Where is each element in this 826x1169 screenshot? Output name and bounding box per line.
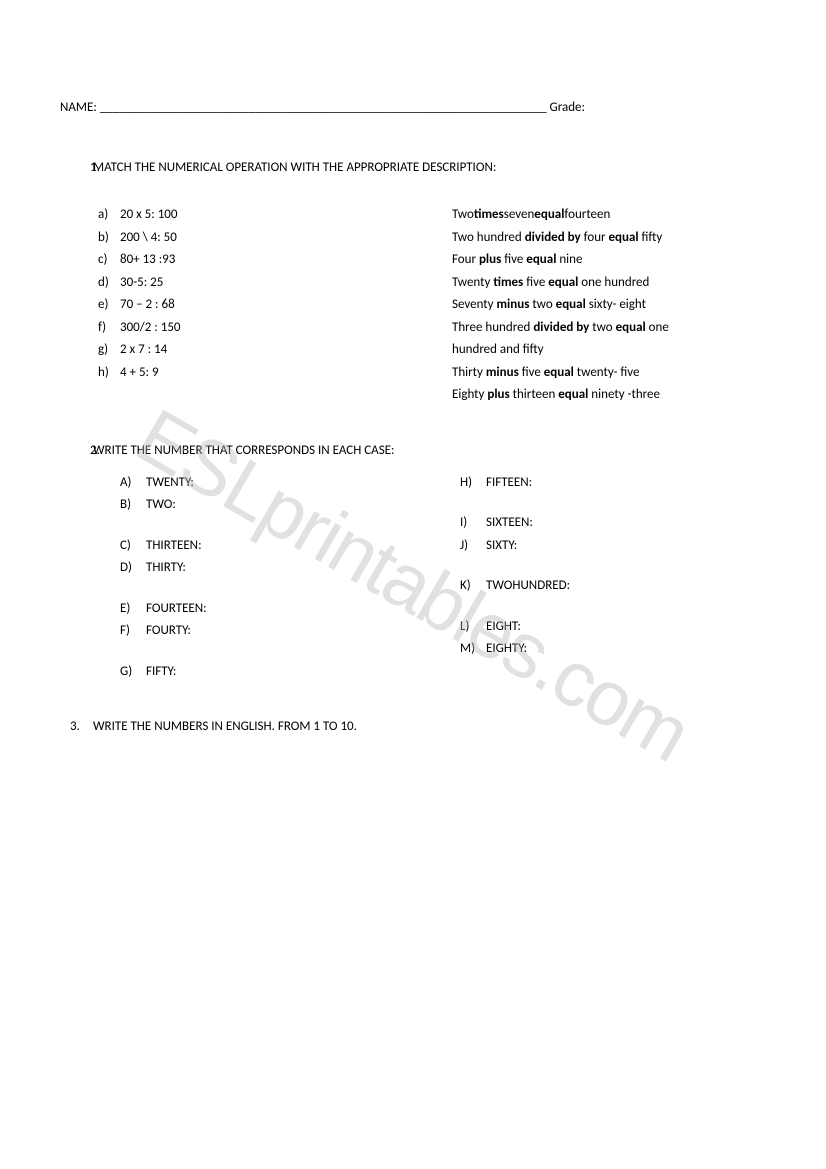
q1-desc-1: Twotimessevenequalfourteen: [452, 205, 766, 225]
q2-right-col: H)FIFTEEN: I)SIXTEEN: J)SIXTY: K)TWOHUND…: [400, 473, 766, 685]
q1-desc-5: Seventy minus two equal sixty- eight: [452, 295, 766, 315]
q2-left-col: A)TWENTY: B)TWO: C)THIRTEEN: D)THIRTY: E…: [60, 473, 400, 685]
q2-number: 2.: [60, 443, 90, 458]
q1-desc-2: Two hundred divided by four equal fifty: [452, 228, 766, 248]
q2-item-b: B)TWO:: [120, 495, 400, 515]
q2-item-m: M)EIGHTY:: [460, 639, 766, 659]
q2-item-g: G)FIFTY:: [120, 662, 400, 682]
q1-item-d: d)30-5: 25: [98, 273, 412, 293]
q2-item-d: D)THIRTY:: [120, 558, 400, 578]
q1-right-col: Twotimessevenequalfourteen Two hundred d…: [452, 205, 766, 408]
q2-title: WRITE THE NUMBER THAT CORRESPONDS IN EAC…: [93, 443, 395, 458]
q1-item-c: c)80+ 13 :93: [98, 250, 412, 270]
q1-desc-4: Twenty times five equal one hundred: [452, 273, 766, 293]
q2-item-a: A)TWENTY:: [120, 473, 400, 493]
q1-desc-3: Four plus five equal nine: [452, 250, 766, 270]
question-2: 2. WRITE THE NUMBER THAT CORRESPONDS IN …: [60, 443, 766, 685]
q2-item-c: C)THIRTEEN:: [120, 536, 400, 556]
q1-number: 1.: [60, 160, 90, 175]
q1-desc-8: Eighty plus thirteen equal ninety -three: [452, 385, 766, 405]
q2-item-j: J)SIXTY:: [460, 536, 766, 556]
q1-item-a: a)20 x 5: 100: [98, 205, 412, 225]
q1-item-b: b)200 \ 4: 50: [98, 228, 412, 248]
q2-item-e: E)FOURTEEN:: [120, 599, 400, 619]
q1-desc-6b: hundred and fifty: [452, 340, 766, 360]
q1-desc-6: Three hundred divided by two equal one: [452, 318, 766, 338]
name-underline: ________________________________________…: [100, 100, 547, 115]
q1-title: MATCH THE NUMERICAL OPERATION WITH THE A…: [93, 160, 496, 175]
q1-desc-7: Thirty minus five equal twenty- five: [452, 363, 766, 383]
q1-left-col: a)20 x 5: 100 b)200 \ 4: 50 c)80+ 13 :93…: [98, 205, 412, 408]
q2-item-f: F)FOURTY:: [120, 621, 400, 641]
q2-item-h: H)FIFTEEN:: [460, 473, 766, 493]
q2-item-l: L)EIGHT:: [460, 617, 766, 637]
grade-label: Grade:: [550, 100, 585, 115]
q2-item-i: I)SIXTEEN:: [460, 513, 766, 533]
header-line: NAME: __________________________________…: [60, 100, 766, 115]
q1-item-f: f)300/2 : 150: [98, 318, 412, 338]
q3-title: WRITE THE NUMBERS IN ENGLISH. FROM 1 TO …: [93, 719, 357, 734]
q2-item-k: K)TWOHUNDRED:: [460, 576, 766, 596]
q1-item-g: g)2 x 7 : 14: [98, 340, 412, 360]
q1-item-e: e)70 – 2 : 68: [98, 295, 412, 315]
name-label: NAME:: [60, 100, 97, 115]
question-1: 1. MATCH THE NUMERICAL OPERATION WITH TH…: [60, 160, 766, 408]
q3-number: 3.: [70, 719, 90, 734]
q1-item-h: h)4 + 5: 9: [98, 363, 412, 383]
question-3: 3. WRITE THE NUMBERS IN ENGLISH. FROM 1 …: [60, 719, 766, 734]
